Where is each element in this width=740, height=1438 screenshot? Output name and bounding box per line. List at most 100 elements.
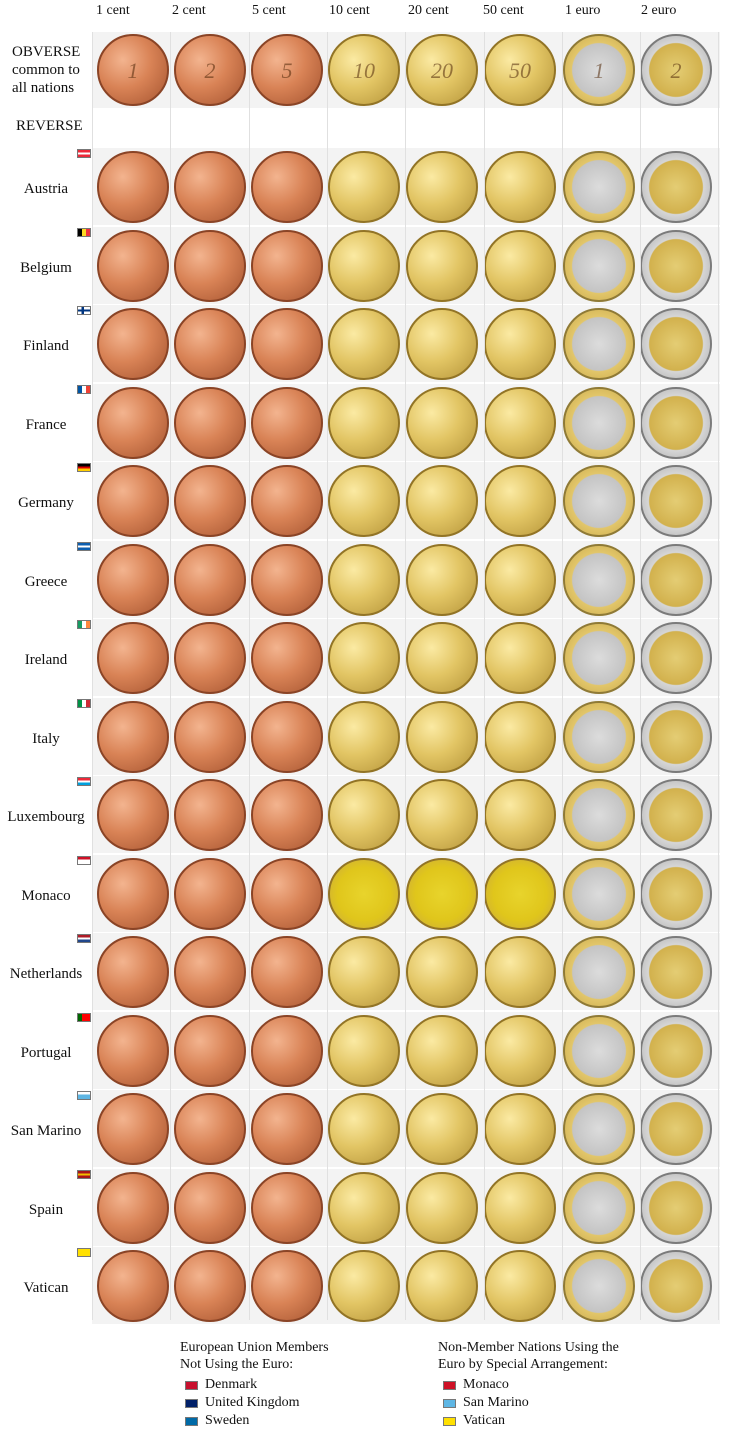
reverse-coin	[97, 779, 169, 851]
obverse-label-line3: all nations	[12, 80, 75, 96]
reverse-coin	[328, 151, 400, 223]
obverse-value-mark: 10	[353, 58, 375, 83]
reverse-coin	[563, 1171, 635, 1244]
header-50-cent: 50 cent	[483, 3, 524, 18]
reverse-coin	[97, 543, 169, 616]
reverse-coin	[251, 1250, 323, 1322]
column-divider	[326, 32, 328, 1320]
country-name: Ireland	[24, 652, 68, 668]
reverse-coin	[328, 1171, 400, 1244]
reverse-coin	[484, 1250, 556, 1322]
reverse-coin	[640, 386, 712, 459]
reverse-coin	[640, 622, 712, 694]
reverse-coin	[251, 622, 323, 694]
header-2-cent: 2 cent	[172, 3, 206, 18]
reverse-coin	[328, 622, 400, 694]
obverse-coin-1-euro: 1	[563, 34, 635, 106]
reverse-coin	[484, 857, 556, 930]
reverse-coin	[174, 1093, 246, 1165]
reverse-coin	[97, 1171, 169, 1244]
reverse-coin	[406, 543, 478, 616]
legend-left-title-line2: Not Using the Euro:	[180, 1357, 294, 1372]
country-name: Portugal	[20, 1044, 72, 1061]
country-name: Italy	[32, 730, 60, 747]
header-1-cent: 1 cent	[96, 3, 130, 18]
reverse-coin	[251, 386, 323, 459]
column-divider	[561, 32, 563, 1320]
reverse-coin	[97, 622, 169, 694]
reverse-coin	[640, 779, 712, 851]
reverse-coin	[97, 857, 169, 930]
column-divider	[718, 32, 720, 1320]
legend-item-label: United Kingdom	[205, 1395, 300, 1410]
obverse-value-mark: 20	[431, 58, 453, 83]
flag-icon	[77, 384, 91, 394]
reverse-coin	[174, 543, 246, 616]
reverse-coin	[251, 779, 323, 851]
reverse-coin	[406, 151, 478, 223]
reverse-coin	[484, 622, 556, 694]
country-name: Vatican	[23, 1280, 69, 1296]
reverse-coin	[174, 779, 246, 851]
reverse-coin	[406, 936, 478, 1008]
flag-icon	[77, 541, 91, 551]
legend-item-label: Denmark	[205, 1377, 258, 1392]
reverse-coin	[328, 1250, 400, 1322]
column-divider	[170, 32, 172, 1320]
reverse-coin	[251, 308, 323, 380]
reverse-coin	[563, 779, 635, 851]
reverse-coin	[484, 936, 556, 1008]
reverse-coin	[97, 229, 169, 302]
header-2-euro: 2 euro	[641, 3, 677, 18]
reverse-coin	[251, 857, 323, 930]
reverse-coin	[174, 936, 246, 1008]
reverse-coin	[563, 936, 635, 1008]
reverse-coin	[406, 622, 478, 694]
obverse-value-mark: 5	[281, 58, 293, 83]
country-name: Spain	[28, 1201, 64, 1218]
reverse-coin	[406, 779, 478, 851]
flag-icon	[77, 227, 91, 237]
country-name: Belgium	[20, 259, 72, 276]
country-name: Germany	[18, 495, 74, 511]
reverse-coin	[484, 1014, 556, 1087]
reverse-coin	[328, 308, 400, 380]
reverse-coin	[97, 1250, 169, 1322]
flag-icon	[77, 463, 91, 472]
obverse-value-mark: 2	[204, 58, 216, 83]
header-20-cent: 20 cent	[408, 3, 449, 18]
reverse-coin	[251, 465, 323, 537]
reverse-coin	[251, 151, 323, 223]
header-1-euro: 1 euro	[565, 3, 601, 18]
reverse-coin	[328, 229, 400, 302]
reverse-coin	[251, 229, 323, 302]
flag-icon	[77, 1169, 91, 1179]
column-divider	[640, 32, 642, 1320]
reverse-coin	[174, 465, 246, 537]
reverse-coin	[251, 543, 323, 616]
reverse-coin	[97, 936, 169, 1008]
obverse-label-line1: OBVERSE	[12, 44, 81, 60]
obverse-value-mark: 1	[593, 58, 605, 83]
legend-item-label: Sweden	[205, 1413, 250, 1428]
country-name: France	[25, 416, 67, 433]
country-name: Monaco	[21, 887, 71, 904]
legend-flag-icon	[185, 1417, 198, 1426]
reverse-coin	[406, 700, 478, 773]
reverse-coin	[640, 308, 712, 380]
flag-icon	[77, 149, 91, 158]
reverse-coin	[174, 1250, 246, 1322]
reverse-coin	[406, 465, 478, 537]
reverse-coin	[328, 1014, 400, 1087]
obverse-coin-10-cent: 10	[328, 34, 400, 106]
reverse-coin	[484, 700, 556, 773]
obverse-coin-2-euro: 2	[640, 34, 712, 106]
reverse-coin	[563, 1093, 635, 1165]
legend-left-title-line1: European Union Members	[180, 1340, 329, 1355]
flag-icon	[77, 934, 91, 943]
reverse-coin	[174, 308, 246, 380]
obverse-value-mark: 50	[509, 58, 531, 83]
reverse-coin	[174, 229, 246, 302]
obverse-value-mark: 1	[127, 58, 139, 83]
reverse-label: REVERSE	[16, 118, 83, 134]
